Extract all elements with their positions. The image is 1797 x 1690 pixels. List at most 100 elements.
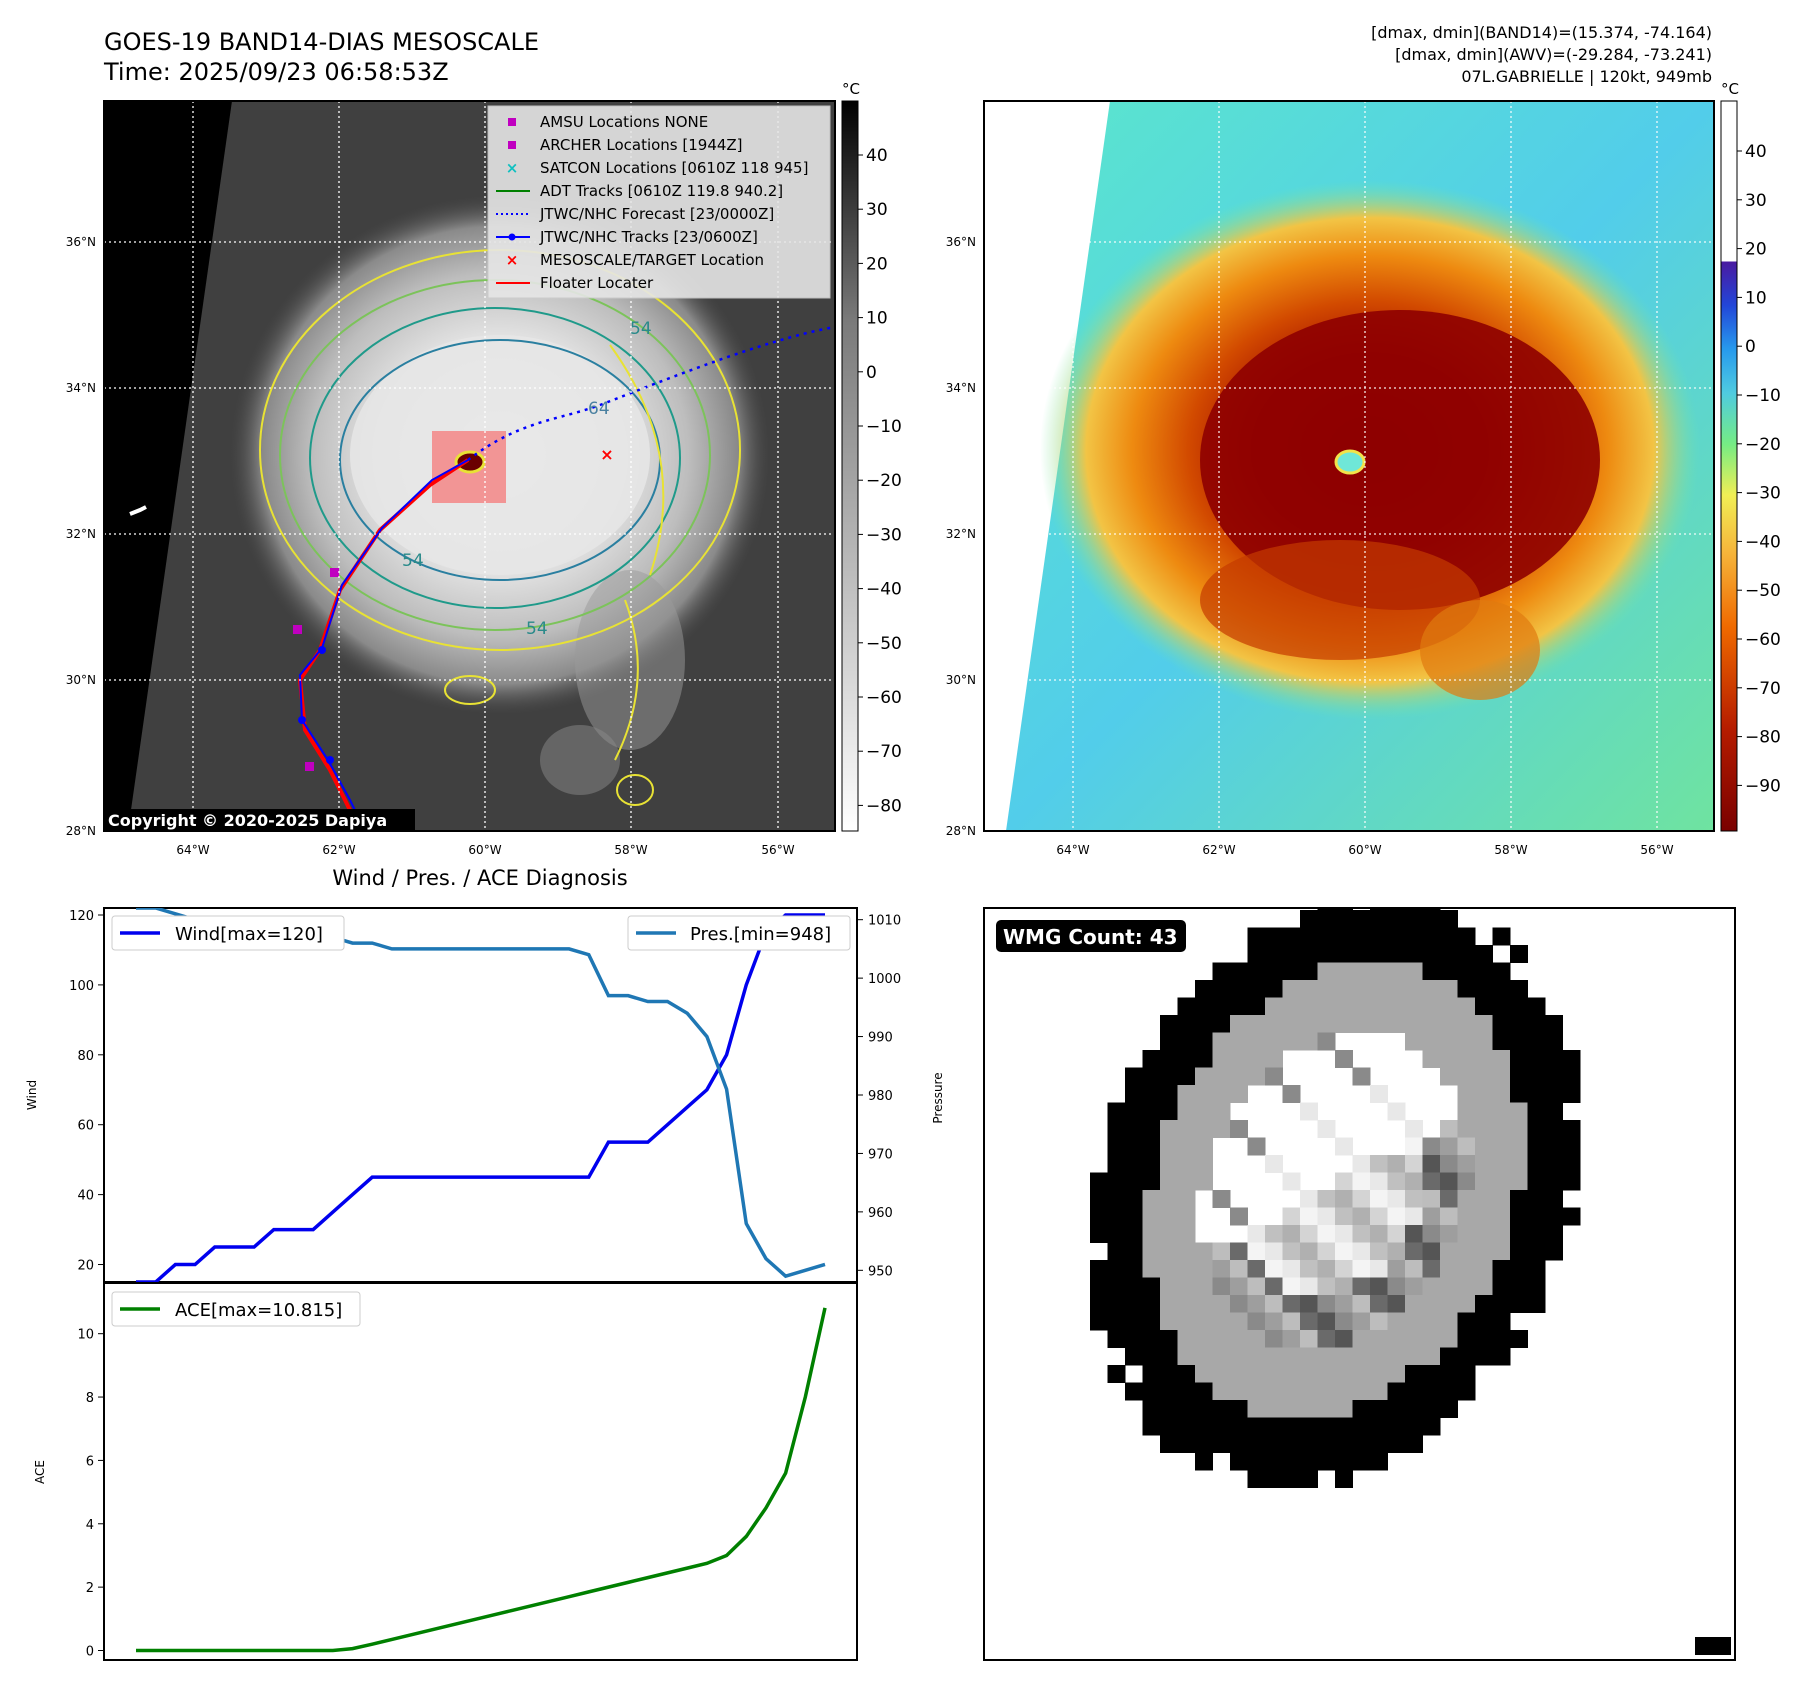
wmg-cell xyxy=(1335,908,1353,911)
colorbar-tick: −10 xyxy=(866,417,902,437)
wmg-cell xyxy=(1247,1435,1266,1453)
wmg-cell xyxy=(1177,1102,1196,1121)
wmg-cell xyxy=(1457,1120,1476,1138)
wmg-cell xyxy=(1177,1312,1196,1331)
wmg-cell xyxy=(1160,1085,1178,1103)
wmg-cell xyxy=(1352,927,1371,946)
wmg-cell xyxy=(1492,1155,1511,1173)
colorbar-tick: 40 xyxy=(866,146,888,166)
wmg-cell xyxy=(1387,1277,1406,1296)
wmg-cell xyxy=(1352,945,1371,963)
ace-ytick: 8 xyxy=(86,1391,94,1406)
wmg-cell xyxy=(1475,945,1493,963)
wmg-cell xyxy=(1562,1172,1581,1191)
wmg-cell xyxy=(1160,1190,1178,1208)
wmg-cell xyxy=(1527,1190,1546,1208)
wmg-cell xyxy=(1457,1032,1476,1051)
wmg-cell xyxy=(1510,1155,1528,1173)
colorbar-tick: −50 xyxy=(1745,581,1781,601)
wmg-cell xyxy=(1440,1365,1458,1383)
wmg-cell xyxy=(1160,1225,1178,1243)
wmg-cell xyxy=(1370,980,1388,998)
wmg-cell xyxy=(1142,1400,1161,1418)
lat-label: 28°N xyxy=(66,824,96,838)
wmg-cell xyxy=(1335,1225,1353,1243)
wmg-cell xyxy=(1125,1207,1143,1226)
wmg-cell xyxy=(1212,1365,1231,1383)
wmg-cell xyxy=(1475,1295,1493,1313)
wmg-cell xyxy=(1422,927,1441,946)
wmg-cell xyxy=(1317,1207,1336,1226)
legend-label: ADT Tracks [0610Z 119.8 940.2] xyxy=(540,182,783,200)
wmg-cell xyxy=(1405,1242,1423,1261)
wmg-cell xyxy=(1265,1067,1283,1086)
wmg-cell xyxy=(1160,1207,1178,1226)
wmg-cell xyxy=(1300,1242,1318,1261)
wmg-cell xyxy=(1212,1312,1231,1331)
wmg-cell xyxy=(1125,1137,1143,1156)
wmg-cell xyxy=(1352,1190,1371,1208)
wmg-cell xyxy=(1300,910,1318,928)
wmg-cell xyxy=(1492,927,1511,946)
wmg-cell xyxy=(1527,1102,1546,1121)
wmg-cell xyxy=(1125,1155,1143,1173)
wmg-cell xyxy=(1282,1172,1301,1191)
wmg-cell xyxy=(1300,1330,1318,1348)
wmg-cell xyxy=(1405,908,1423,911)
wmg-cell xyxy=(1545,1137,1563,1156)
wmg-cell xyxy=(1352,1260,1371,1278)
wmg-cell xyxy=(1282,962,1301,981)
colorbar-tick: −80 xyxy=(866,796,902,816)
wmg-cell xyxy=(1492,1277,1511,1296)
map-color: 36°N 34°N 32°N 30°N 28°N 64°W 62°W 60°W 58°W 56°… xyxy=(946,100,1715,857)
wmg-cell xyxy=(1265,962,1283,981)
wmg-cell xyxy=(1457,1347,1476,1366)
wmg-cell xyxy=(1247,962,1266,981)
wmg-cell xyxy=(1160,1015,1178,1033)
wmg-cell xyxy=(1300,1470,1318,1488)
wmg-cell xyxy=(1422,962,1441,981)
wmg-cell xyxy=(1440,1277,1458,1296)
wmg-cell xyxy=(1510,1190,1528,1208)
wmg-cell xyxy=(1370,997,1388,1016)
wmg-cell xyxy=(1212,1400,1231,1418)
wmg-cell xyxy=(1195,1137,1213,1156)
wmg-cell xyxy=(1282,1277,1301,1296)
wmg-cell xyxy=(1177,1347,1196,1366)
wmg-cell xyxy=(1090,1295,1108,1313)
wmg-cell xyxy=(1335,1207,1353,1226)
wmg-cell xyxy=(1335,1295,1353,1313)
wmg-cell xyxy=(1107,1312,1126,1331)
wmg-cell xyxy=(1230,1277,1248,1296)
wmg-cell xyxy=(1265,1470,1283,1488)
wmg-cell xyxy=(1107,1225,1126,1243)
wmg-cell xyxy=(1230,1400,1248,1418)
wind-ytick: 60 xyxy=(77,1119,94,1134)
colorbar-tick: 10 xyxy=(1745,288,1767,308)
wmg-cell xyxy=(1230,1452,1248,1471)
wmg-cell xyxy=(1370,1452,1388,1471)
wmg-cell xyxy=(1177,1032,1196,1051)
wmg-cell xyxy=(1195,1050,1213,1068)
lon-label: 56°W xyxy=(1640,843,1673,857)
pressure-ytick: 990 xyxy=(868,1031,893,1046)
wmg-cell xyxy=(1422,1225,1441,1243)
wmg-cell xyxy=(1492,1312,1511,1331)
wmg-cell xyxy=(1177,1330,1196,1348)
wmg-cell xyxy=(1335,1277,1353,1296)
wmg-cell xyxy=(1475,1102,1493,1121)
wmg-cell xyxy=(1352,1312,1371,1331)
wind-series-line xyxy=(136,913,825,1282)
wmg-cell xyxy=(1335,1137,1353,1156)
wmg-cell xyxy=(1545,1120,1563,1138)
wmg-cell xyxy=(1492,1102,1511,1121)
wmg-cell xyxy=(1247,1242,1266,1261)
wmg-cell xyxy=(1212,1120,1231,1138)
wmg-cell xyxy=(1440,1137,1458,1156)
wmg-cell xyxy=(1265,1050,1283,1068)
wmg-cell xyxy=(1282,1225,1301,1243)
wmg-cell xyxy=(1317,1435,1336,1453)
wmg-cell xyxy=(1527,1050,1546,1068)
wmg-cell xyxy=(1492,1032,1511,1051)
wmg-cell xyxy=(1457,1190,1476,1208)
